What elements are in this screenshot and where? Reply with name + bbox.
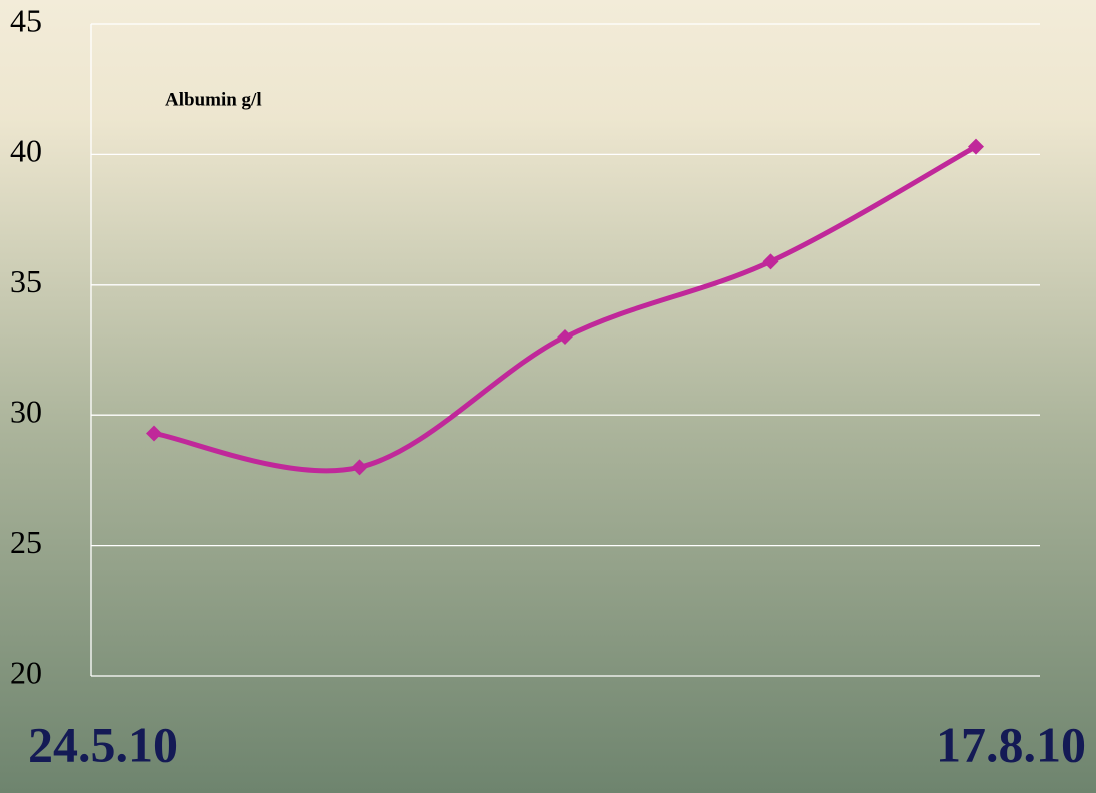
y-tick-label: 45 [10, 2, 42, 38]
marker [968, 138, 984, 155]
x-tick-label: 17.8.10 [936, 716, 1086, 772]
y-tick-label: 25 [10, 524, 42, 560]
y-tick-label: 40 [10, 133, 42, 169]
marker [351, 459, 368, 476]
marker [557, 328, 573, 345]
chart-title: Albumin g/l [165, 89, 262, 110]
marker [146, 425, 162, 442]
y-tick-label: 35 [10, 263, 42, 299]
marker [762, 253, 779, 270]
x-tick-label: 24.5.10 [28, 716, 178, 772]
y-tick-label: 30 [10, 394, 42, 430]
y-tick-label: 20 [10, 654, 42, 690]
